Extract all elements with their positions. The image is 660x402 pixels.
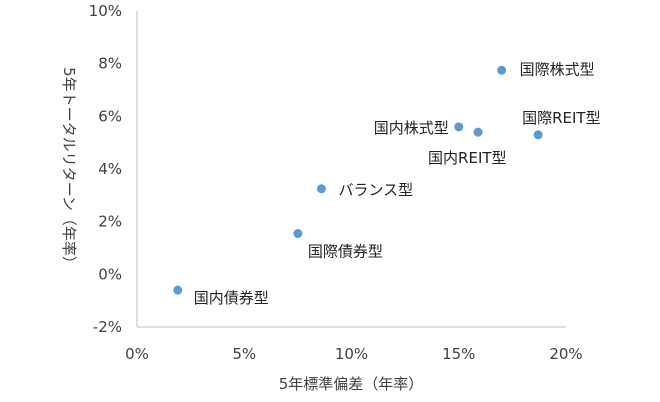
point-label: 国際債券型 — [308, 243, 383, 261]
scatter-point — [497, 65, 507, 75]
y-tick-label: 10% — [89, 2, 122, 20]
scatter-point — [316, 184, 326, 194]
y-axis-title: 5年トータルリターン（年率） — [60, 67, 78, 271]
point-label: 国内株式型 — [374, 119, 449, 137]
y-tick-label: 2% — [98, 213, 122, 231]
y-tick-label: 0% — [98, 265, 122, 283]
scatter-point — [293, 229, 303, 239]
scatter-point — [173, 285, 183, 295]
x-axis-title: 5年標準偏差（年率） — [279, 375, 424, 393]
point-label: バランス型 — [338, 181, 413, 199]
y-tick-label: 8% — [98, 55, 122, 73]
x-tick-label: 5% — [232, 345, 256, 363]
scatter-point — [533, 130, 543, 140]
y-tick-label: 6% — [98, 107, 122, 125]
point-label: 国内REIT型 — [428, 149, 507, 167]
x-tick-label: 0% — [125, 345, 149, 363]
y-tick-label: 4% — [98, 160, 122, 178]
point-label: 国内債券型 — [194, 289, 269, 307]
data-points — [173, 65, 543, 295]
scatter-point — [454, 122, 464, 132]
y-tick-label: -2% — [93, 318, 122, 336]
x-tick-label: 10% — [335, 345, 368, 363]
point-label: 国際REIT型 — [522, 109, 601, 127]
x-tick-labels: 0% 5% 10% 15% 20% — [125, 345, 583, 363]
y-tick-labels: -2% 0% 2% 4% 6% 8% 10% — [89, 2, 122, 336]
point-label: 国際株式型 — [520, 60, 595, 78]
scatter-point — [473, 127, 483, 137]
x-tick-label: 20% — [549, 345, 582, 363]
x-tick-label: 15% — [442, 345, 475, 363]
